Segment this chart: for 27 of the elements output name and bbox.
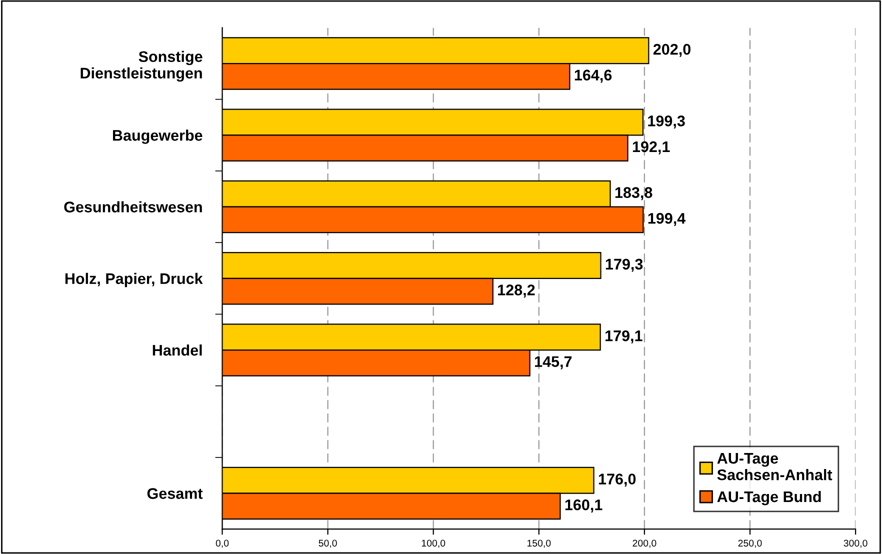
y-tick-label: Gesundheitswesen: [64, 201, 202, 212]
data-label: 160,1: [565, 499, 602, 512]
x-tick-label: 250,0: [738, 540, 762, 548]
data-label: 179,3: [606, 258, 643, 272]
y-tick-label: Sonstige Dienstleistungen: [80, 50, 202, 82]
x-tick-label: 0,0: [216, 540, 229, 548]
data-label: 202,0: [653, 44, 690, 57]
y-tick-label: Gesamt: [147, 488, 203, 499]
data-label: 128,2: [498, 284, 535, 298]
data-label: 176,0: [598, 474, 636, 487]
data-label: 199,4: [648, 212, 686, 226]
data-label: 145,7: [535, 356, 572, 370]
x-tick-label: 50,0: [318, 540, 337, 548]
legend-label: AU-Tage Bund: [717, 490, 821, 506]
data-label: 192,1: [632, 141, 670, 154]
legend-label: AU-Tage Sachsen-Anhalt: [717, 453, 832, 480]
x-tick-label: 200,0: [632, 540, 656, 548]
y-tick-label: Handel: [152, 344, 202, 356]
y-tick-label: Baugewerbe: [113, 130, 202, 144]
x-tick-label: 100,0: [422, 540, 446, 548]
data-label: 199,3: [648, 116, 685, 129]
x-tick-label: 300,0: [844, 540, 868, 548]
x-tick-label: 150,0: [527, 540, 551, 548]
data-label: 179,1: [606, 330, 642, 344]
y-tick-label: Holz, Papier, Druck: [65, 272, 203, 288]
data-label: 164,6: [574, 70, 612, 83]
data-label: 183,8: [615, 187, 652, 200]
